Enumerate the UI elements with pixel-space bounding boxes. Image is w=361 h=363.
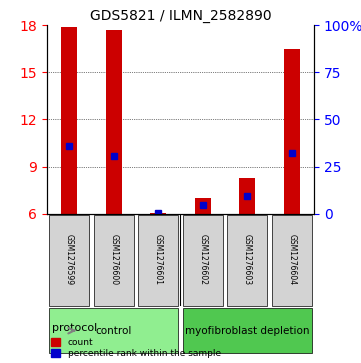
Bar	[284, 49, 300, 213]
FancyBboxPatch shape	[272, 215, 312, 306]
FancyBboxPatch shape	[93, 215, 134, 306]
Text: control: control	[96, 326, 132, 336]
Text: GSM1276601: GSM1276601	[154, 234, 163, 285]
Text: GSM1276600: GSM1276600	[109, 234, 118, 285]
Bar	[239, 178, 255, 213]
Bar	[195, 198, 210, 213]
FancyBboxPatch shape	[183, 308, 312, 353]
Text: GSM1276603: GSM1276603	[243, 234, 252, 285]
Text: protocol: protocol	[52, 323, 97, 333]
FancyBboxPatch shape	[227, 215, 267, 306]
Legend: count, percentile rank within the sample: count, percentile rank within the sample	[52, 338, 221, 359]
FancyBboxPatch shape	[183, 215, 223, 306]
Text: GSM1276599: GSM1276599	[65, 234, 74, 285]
FancyBboxPatch shape	[138, 215, 178, 306]
Text: myofibroblast depletion: myofibroblast depletion	[185, 326, 309, 336]
Bar	[61, 27, 77, 213]
Text: GSM1276602: GSM1276602	[198, 234, 207, 285]
FancyBboxPatch shape	[49, 215, 89, 306]
Text: GSM1276604: GSM1276604	[287, 234, 296, 285]
Title: GDS5821 / ILMN_2582890: GDS5821 / ILMN_2582890	[90, 9, 271, 23]
Bar	[106, 30, 122, 213]
FancyBboxPatch shape	[49, 308, 178, 353]
